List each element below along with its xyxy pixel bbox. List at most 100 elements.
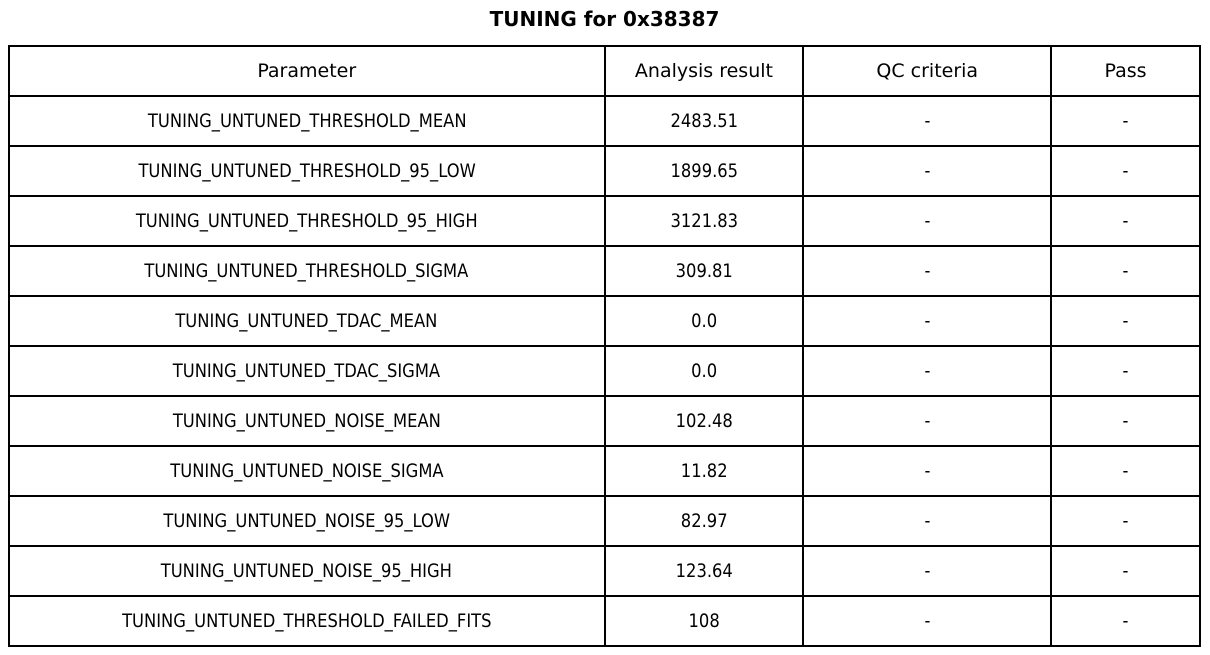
cell-qc-criteria: - [802, 445, 1053, 497]
cell-text: TUNING_UNTUNED_NOISE_95_LOW [163, 510, 451, 532]
cell-analysis-result: 11.82 [603, 445, 805, 497]
cell-text: 11.82 [680, 460, 728, 482]
cell-parameter: TUNING_UNTUNED_NOISE_95_HIGH [8, 545, 606, 597]
cell-pass: - [1050, 495, 1201, 547]
cell-text: TUNING_UNTUNED_THRESHOLD_FAILED_FITS [122, 610, 492, 632]
cell-text: 82.97 [680, 510, 728, 532]
cell-text: - [1122, 210, 1129, 232]
column-header-qc-criteria: QC criteria [802, 45, 1053, 97]
table-row: TUNING_UNTUNED_THRESHOLD_FAILED_FITS 108… [8, 595, 1201, 647]
cell-qc-criteria: - [802, 395, 1053, 447]
cell-parameter: TUNING_UNTUNED_NOISE_MEAN [8, 395, 606, 447]
cell-text: - [924, 460, 931, 482]
cell-text: 123.64 [675, 560, 733, 582]
cell-text: - [1122, 460, 1129, 482]
cell-analysis-result: 108 [603, 595, 805, 647]
cell-text: - [924, 510, 931, 532]
cell-qc-criteria: - [802, 145, 1053, 197]
cell-pass: - [1050, 195, 1201, 247]
cell-analysis-result: 82.97 [603, 495, 805, 547]
cell-parameter: TUNING_UNTUNED_THRESHOLD_MEAN [8, 95, 606, 147]
cell-pass: - [1050, 145, 1201, 197]
cell-parameter: TUNING_UNTUNED_TDAC_MEAN [8, 295, 606, 347]
cell-text: - [924, 360, 931, 382]
cell-qc-criteria: - [802, 495, 1053, 547]
column-header-pass: Pass [1050, 45, 1201, 97]
table-row: TUNING_UNTUNED_NOISE_95_LOW 82.97 - - [8, 495, 1201, 547]
cell-text: - [1122, 560, 1129, 582]
table-row: TUNING_UNTUNED_THRESHOLD_95_LOW 1899.65 … [8, 145, 1201, 197]
cell-pass: - [1050, 545, 1201, 597]
cell-pass: - [1050, 595, 1201, 647]
table-row: TUNING_UNTUNED_THRESHOLD_MEAN 2483.51 - … [8, 95, 1201, 147]
cell-text: TUNING_UNTUNED_THRESHOLD_95_HIGH [135, 210, 478, 232]
cell-parameter: TUNING_UNTUNED_THRESHOLD_95_HIGH [8, 195, 606, 247]
column-header-parameter: Parameter [8, 45, 606, 97]
cell-analysis-result: 0.0 [603, 295, 805, 347]
cell-parameter: TUNING_UNTUNED_THRESHOLD_FAILED_FITS [8, 595, 606, 647]
cell-text: - [1122, 160, 1129, 182]
cell-text: 309.81 [675, 260, 733, 282]
cell-qc-criteria: - [802, 295, 1053, 347]
cell-qc-criteria: - [802, 195, 1053, 247]
cell-pass: - [1050, 345, 1201, 397]
cell-text: - [1122, 410, 1129, 432]
cell-text: 0.0 [690, 360, 717, 382]
cell-text: 2483.51 [670, 110, 738, 132]
cell-pass: - [1050, 95, 1201, 147]
cell-pass: - [1050, 395, 1201, 447]
cell-qc-criteria: - [802, 245, 1053, 297]
cell-text: - [1122, 310, 1129, 332]
cell-analysis-result: 2483.51 [603, 95, 805, 147]
cell-analysis-result: 0.0 [603, 345, 805, 397]
cell-analysis-result: 1899.65 [603, 145, 805, 197]
cell-pass: - [1050, 445, 1201, 497]
cell-text: - [924, 110, 931, 132]
cell-text: 0.0 [690, 310, 717, 332]
cell-text: TUNING_UNTUNED_TDAC_MEAN [175, 310, 438, 332]
qc-results-table: Parameter Analysis result QC criteria Pa… [8, 45, 1201, 647]
cell-text: TUNING_UNTUNED_NOISE_95_HIGH [161, 560, 453, 582]
cell-parameter: TUNING_UNTUNED_TDAC_SIGMA [8, 345, 606, 397]
cell-analysis-result: 123.64 [603, 545, 805, 597]
cell-text: 3121.83 [670, 210, 738, 232]
cell-analysis-result: 309.81 [603, 245, 805, 297]
cell-text: - [924, 610, 931, 632]
cell-text: 102.48 [675, 410, 733, 432]
cell-text: 108 [688, 610, 720, 632]
cell-parameter: TUNING_UNTUNED_NOISE_SIGMA [8, 445, 606, 497]
table-row: TUNING_UNTUNED_NOISE_SIGMA 11.82 - - [8, 445, 1201, 497]
table-row: TUNING_UNTUNED_THRESHOLD_95_HIGH 3121.83… [8, 195, 1201, 247]
cell-qc-criteria: - [802, 545, 1053, 597]
cell-analysis-result: 102.48 [603, 395, 805, 447]
cell-parameter: TUNING_UNTUNED_THRESHOLD_95_LOW [8, 145, 606, 197]
table-row: TUNING_UNTUNED_TDAC_SIGMA 0.0 - - [8, 345, 1201, 397]
table-header-row: Parameter Analysis result QC criteria Pa… [8, 45, 1201, 97]
cell-text: 1899.65 [670, 160, 738, 182]
cell-text: - [1122, 360, 1129, 382]
cell-text: - [1122, 260, 1129, 282]
cell-parameter: TUNING_UNTUNED_THRESHOLD_SIGMA [8, 245, 606, 297]
cell-text: - [924, 210, 931, 232]
table-row: TUNING_UNTUNED_NOISE_MEAN 102.48 - - [8, 395, 1201, 447]
cell-text: TUNING_UNTUNED_THRESHOLD_SIGMA [144, 260, 469, 282]
cell-text: TUNING_UNTUNED_NOISE_MEAN [172, 410, 441, 432]
page-title: TUNING for 0x38387 [489, 7, 720, 31]
cell-text: TUNING_UNTUNED_THRESHOLD_95_LOW [138, 160, 476, 182]
cell-text: - [924, 160, 931, 182]
cell-qc-criteria: - [802, 595, 1053, 647]
cell-text: - [1122, 110, 1129, 132]
cell-text: - [924, 310, 931, 332]
column-header-analysis-result: Analysis result [603, 45, 805, 97]
cell-text: - [924, 260, 931, 282]
table-row: TUNING_UNTUNED_NOISE_95_HIGH 123.64 - - [8, 545, 1201, 597]
cell-text: - [1122, 610, 1129, 632]
cell-qc-criteria: - [802, 95, 1053, 147]
cell-pass: - [1050, 245, 1201, 297]
cell-text: - [924, 410, 931, 432]
cell-text: TUNING_UNTUNED_NOISE_SIGMA [170, 460, 444, 482]
cell-text: TUNING_UNTUNED_TDAC_SIGMA [173, 360, 441, 382]
table-row: TUNING_UNTUNED_THRESHOLD_SIGMA 309.81 - … [8, 245, 1201, 297]
cell-qc-criteria: - [802, 345, 1053, 397]
